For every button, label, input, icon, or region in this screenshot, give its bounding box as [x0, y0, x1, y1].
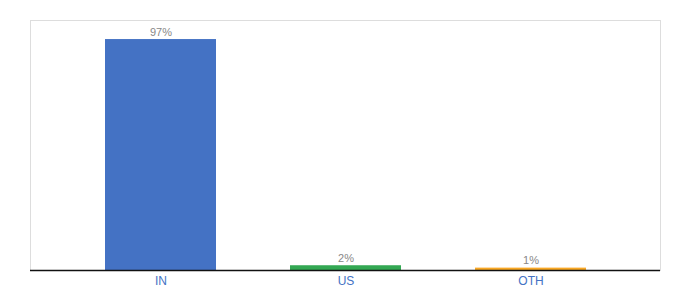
svg-text:2%: 2% [338, 252, 354, 264]
svg-text:US: US [338, 274, 355, 288]
svg-text:1%: 1% [523, 254, 539, 266]
svg-text:97%: 97% [150, 26, 172, 38]
svg-text:OTH: OTH [518, 274, 543, 288]
svg-text:IN: IN [155, 274, 167, 288]
